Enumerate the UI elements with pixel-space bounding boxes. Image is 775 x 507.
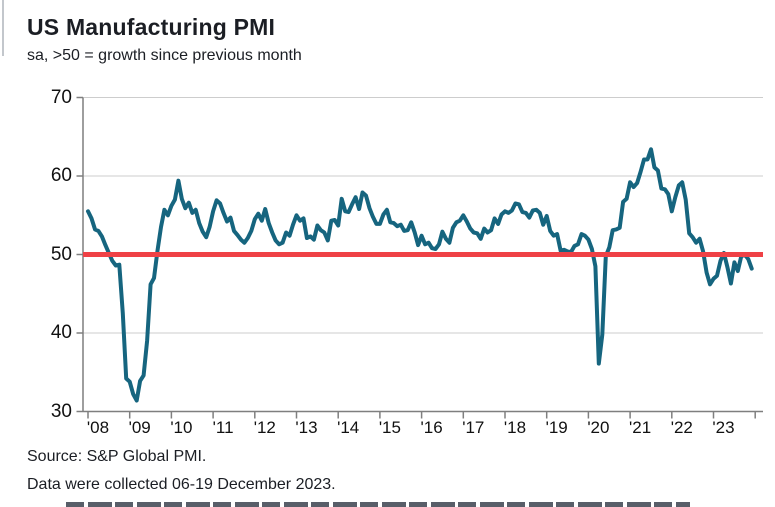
- y-tick-label-60: 60: [50, 165, 72, 186]
- x-tick-label-10: '10: [170, 418, 193, 437]
- x-tick-label-19: '19: [545, 418, 568, 437]
- gridlines: [83, 97, 763, 334]
- x-tick-label-23: '23: [712, 418, 735, 437]
- y-tick-label-50: 50: [50, 243, 72, 265]
- x-tick-label-22: '22: [670, 418, 693, 437]
- cropped-next-line-text: [66, 502, 690, 507]
- chart-title: US Manufacturing PMI: [27, 14, 276, 40]
- x-tick-label-14: '14: [337, 418, 360, 437]
- pmi-series-line: [86, 147, 754, 403]
- axes: [76, 96, 763, 419]
- y-tick-label-30: 30: [50, 400, 72, 422]
- pmi-line-chart: [76, 96, 763, 419]
- y-tick-label-40: 40: [50, 322, 72, 343]
- x-tick-label-12: '12: [253, 418, 276, 437]
- chart-subtitle: sa, >50 = growth since previous month: [27, 47, 302, 64]
- x-tick-label-08: '08: [86, 418, 110, 437]
- x-tick-label-21: '21: [629, 418, 652, 437]
- screenshot-edge-line: [2, 0, 4, 56]
- x-tick-label-11: '11: [212, 418, 234, 437]
- x-tick-label-09: '09: [128, 418, 151, 437]
- collection-note: Data were collected 06-19 December 2023.: [27, 476, 336, 493]
- x-tick-label-15: '15: [378, 418, 401, 437]
- source-note: Source: S&P Global PMI.: [27, 448, 207, 465]
- x-tick-label-20: '20: [587, 418, 610, 437]
- x-tick-label-17: '17: [462, 418, 485, 437]
- x-tick-label-13: '13: [295, 418, 318, 437]
- y-tick-label-70: 70: [50, 86, 72, 108]
- x-tick-label-18: '18: [503, 418, 527, 437]
- x-tick-label-16: '16: [420, 418, 443, 437]
